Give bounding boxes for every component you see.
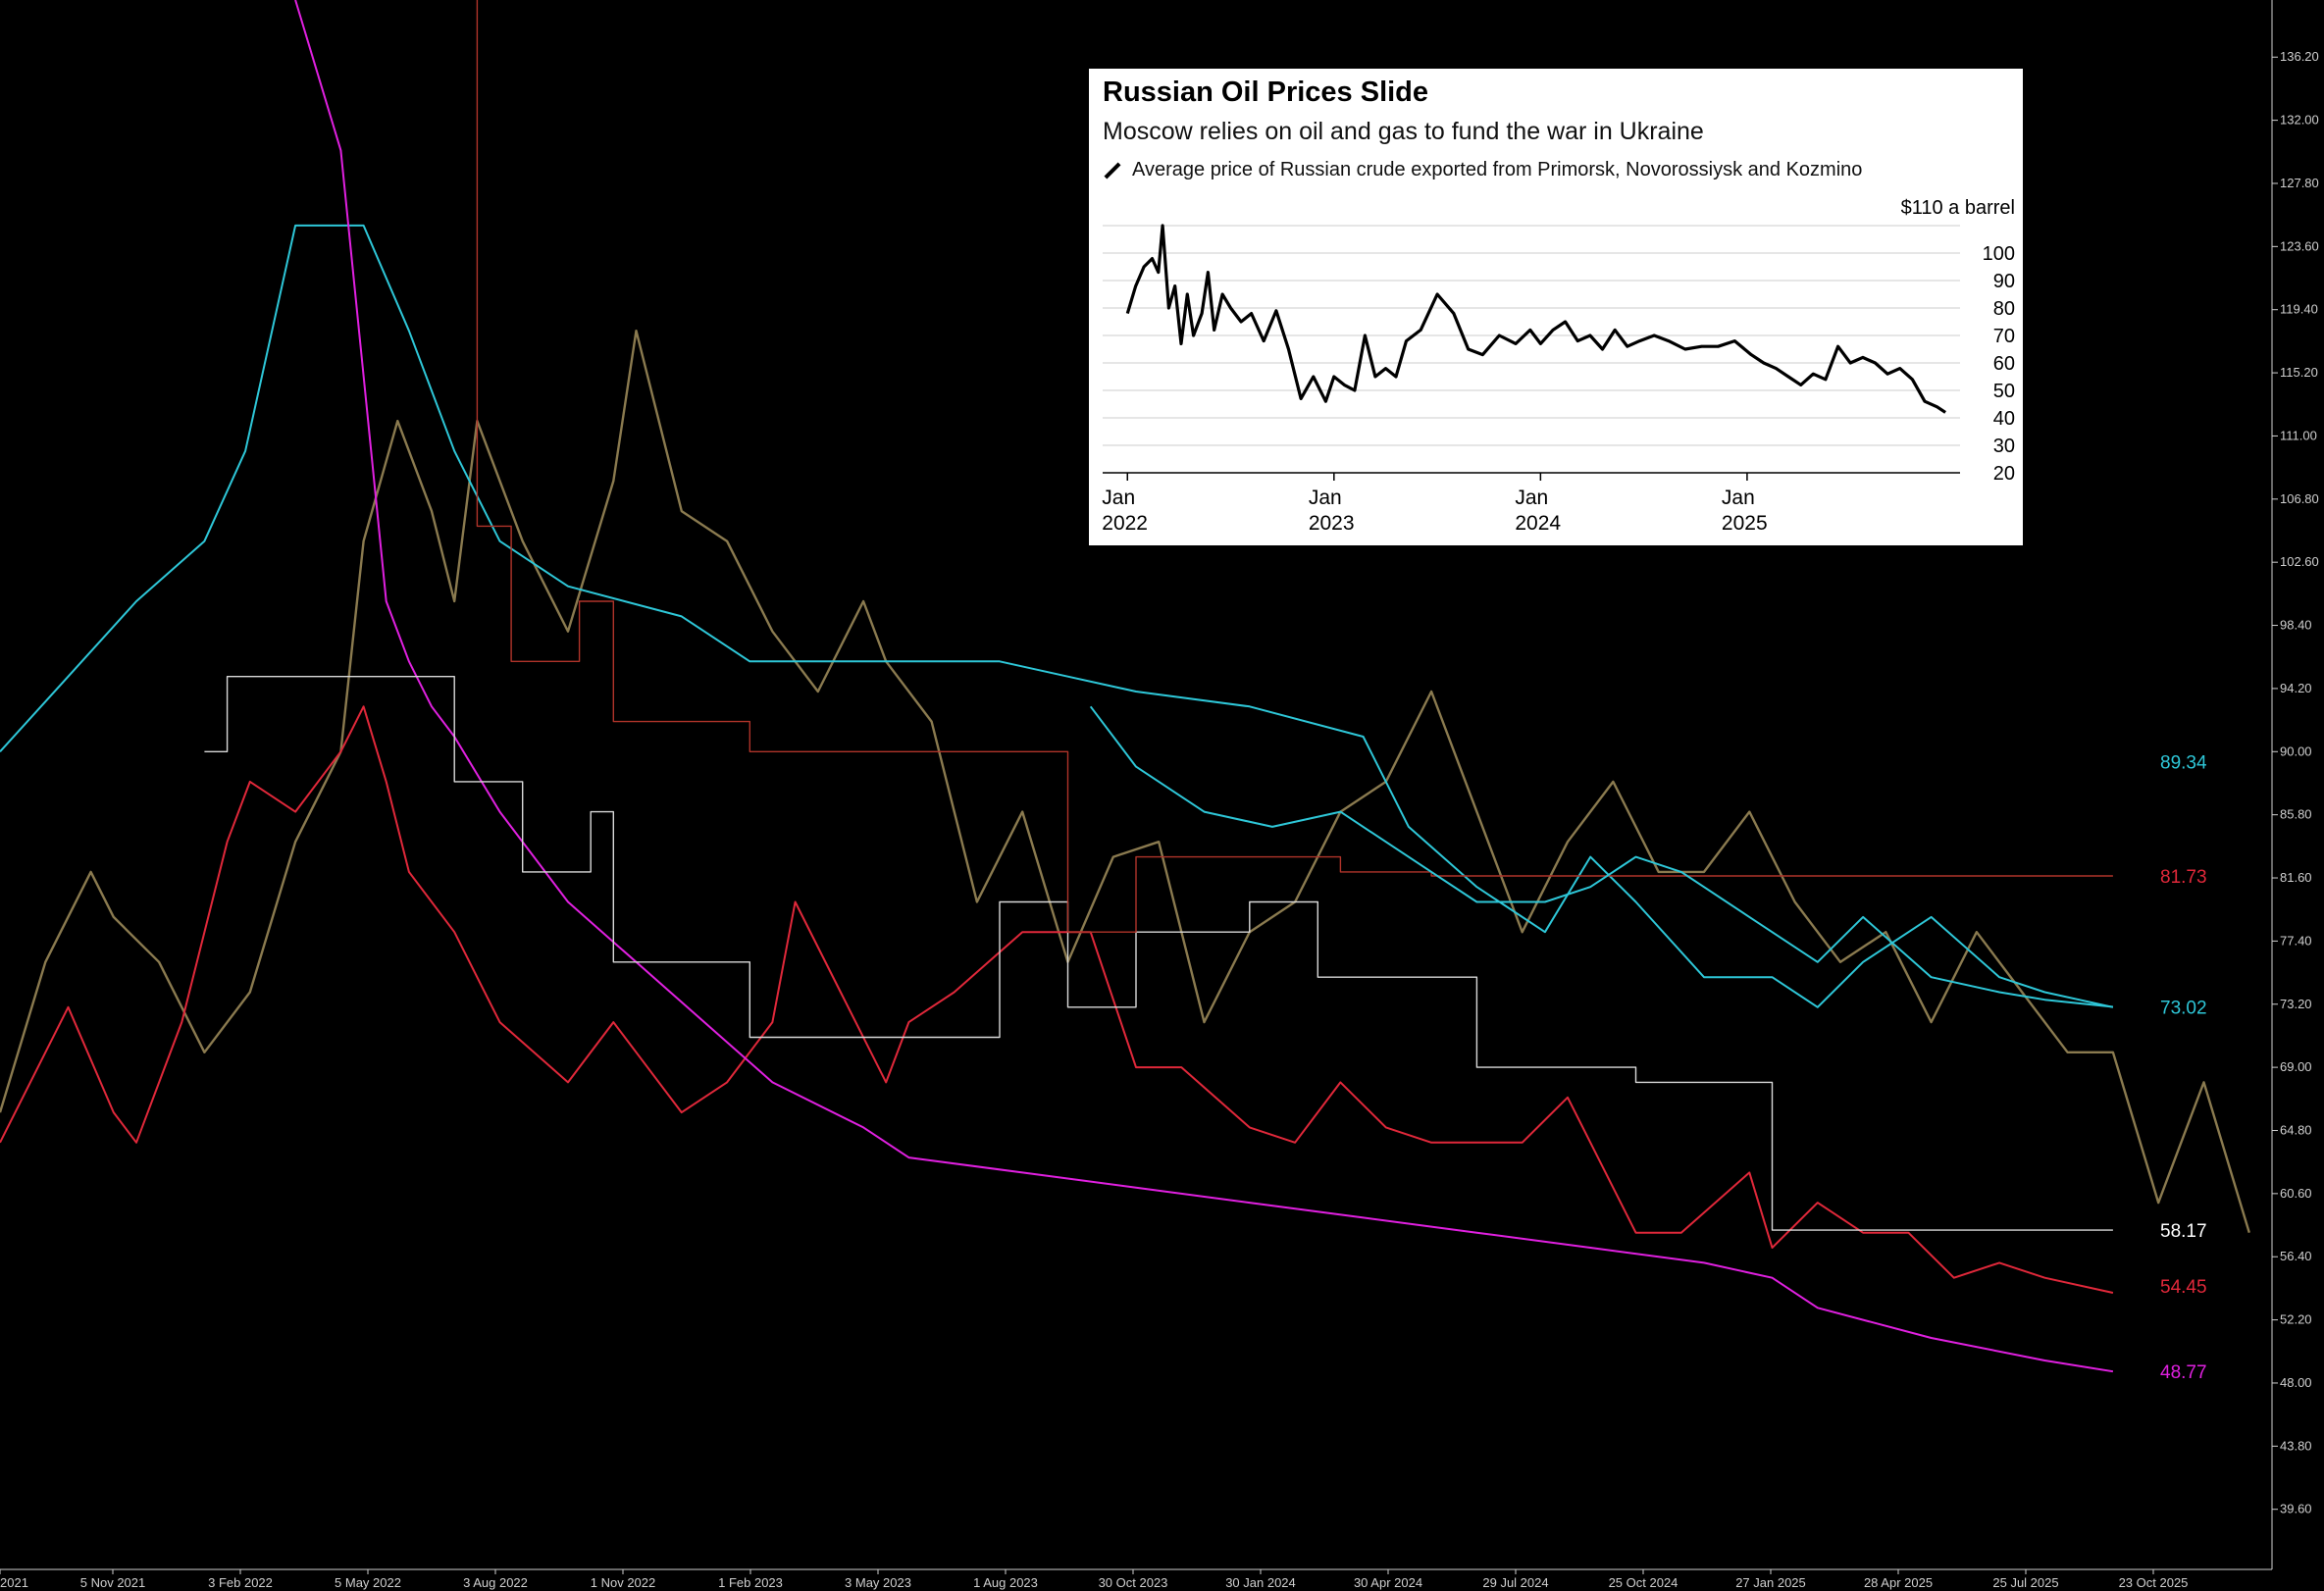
inset-y-tick-label: 20 xyxy=(1993,463,2015,485)
y-tick-label: 115.20 xyxy=(2280,365,2318,380)
x-tick-label: 5 Nov 2021 xyxy=(80,1575,146,1590)
inset-x-tick-year: 2023 xyxy=(1309,512,1355,535)
inset-y-tick-label: 80 xyxy=(1993,298,2015,320)
y-tick-label: 98.40 xyxy=(2280,618,2312,633)
y-tick-label: 56.40 xyxy=(2280,1249,2312,1263)
inset-series-group xyxy=(1125,224,1946,414)
inset-series-line xyxy=(1125,224,1946,414)
y-tick-label: 60.60 xyxy=(2280,1186,2312,1201)
inset-y-tick-label: 60 xyxy=(1993,353,2015,375)
y-tick-label: 39.60 xyxy=(2280,1502,2312,1516)
legend-line-icon xyxy=(1104,162,1121,179)
inset-y-tick-label: 100 xyxy=(1983,243,2015,265)
x-tick-label: 25 Oct 2024 xyxy=(1609,1575,1678,1590)
inset-x-tick-year: 2025 xyxy=(1722,512,1768,535)
x-tick-label: 3 May 2023 xyxy=(845,1575,911,1590)
x-tick-label: 27 Jan 2025 xyxy=(1735,1575,1806,1590)
y-tick-label: 111.00 xyxy=(2280,428,2317,442)
end-label-support: 58.17 xyxy=(2160,1221,2207,1242)
x-tick-label: 3 Feb 2022 xyxy=(208,1575,273,1590)
x-tick-label: 1 Feb 2023 xyxy=(718,1575,783,1590)
y-tick-label: 43.80 xyxy=(2280,1438,2312,1453)
end-label-magenta_band: 48.77 xyxy=(2160,1362,2207,1383)
main-series-group xyxy=(0,0,2250,1373)
inset-y-tick-label: 70 xyxy=(1993,326,2015,347)
inset-chart-svg: 100 90 80 70 60 50 40 30 20 Jan 2022 Jan 2023 Jan 202… xyxy=(1102,197,2015,535)
end-label-resistance: 81.73 xyxy=(2160,867,2207,888)
inset-x-tick-month: Jan xyxy=(1309,487,1342,509)
inset-x-axis: Jan 2022 Jan 2023 Jan 2024 Jan 2025 xyxy=(1102,473,1768,535)
y-tick-label: 64.80 xyxy=(2280,1122,2312,1137)
x-tick-label: 25 Jul 2025 xyxy=(1992,1575,2058,1590)
y-tick-label: 127.80 xyxy=(2280,176,2319,190)
inset-chart-card: 100 90 80 70 60 50 40 30 20 Jan 2022 Jan 2023 Jan 202… xyxy=(1089,69,2023,545)
y-tick-label: 132.00 xyxy=(2280,113,2319,128)
y-tick-label: 85.80 xyxy=(2280,807,2312,822)
inset-subtitle: Moscow relies on oil and gas to fund the… xyxy=(1103,118,1704,145)
y-tick-label: 48.00 xyxy=(2280,1375,2312,1390)
x-tick-label: 3 Aug 2022 xyxy=(463,1575,528,1590)
inset-x-tick-month: Jan xyxy=(1515,487,1548,509)
x-tick-label: 30 Apr 2024 xyxy=(1354,1575,1422,1590)
inset-x-tick-year: 2024 xyxy=(1515,512,1561,535)
inset-legend: Average price of Russian crude exported … xyxy=(1103,159,1862,181)
y-tick-label: 94.20 xyxy=(2280,681,2312,695)
x-tick-label: 5 May 2022 xyxy=(335,1575,401,1590)
inset-y-tick-label: 90 xyxy=(1993,271,2015,292)
inset-legend-label: Average price of Russian crude exported … xyxy=(1132,159,1863,180)
x-tick-label: 23 Oct 2025 xyxy=(2119,1575,2189,1590)
y-tick-label: 90.00 xyxy=(2280,744,2312,758)
y-tick-label: 123.60 xyxy=(2280,238,2319,253)
y-tick-label: 52.20 xyxy=(2280,1312,2312,1327)
inset-gridlines: 100 90 80 70 60 50 40 30 20 xyxy=(1103,225,2015,485)
x-tick-label: 2021 xyxy=(0,1575,28,1590)
end-label-upper_band_2: 73.02 xyxy=(2160,999,2207,1019)
x-tick-label: 29 Jul 2024 xyxy=(1482,1575,1548,1590)
series-red_band xyxy=(0,705,2114,1294)
inset-y-tick-label: 50 xyxy=(1993,381,2015,402)
y-tick-label: 136.20 xyxy=(2280,49,2319,64)
inset-title: Russian Oil Prices Slide xyxy=(1103,77,1429,108)
series-upper_band_2 xyxy=(1089,705,2114,1008)
x-tick-label: 30 Jan 2024 xyxy=(1225,1575,1296,1590)
inset-x-tick-month: Jan xyxy=(1102,487,1135,509)
inset-y-tick-label: 40 xyxy=(1993,408,2015,430)
y-tick-label: 102.60 xyxy=(2280,554,2319,569)
x-tick-label: 1 Nov 2022 xyxy=(591,1575,656,1590)
x-tick-label: 30 Oct 2023 xyxy=(1099,1575,1168,1590)
inset-unit-label: $110 a barrel xyxy=(1901,197,2015,219)
end-value-labels: 89.34 81.73 73.02 58.17 54.45 48.77 xyxy=(2160,752,2207,1383)
series-resistance xyxy=(476,0,2113,933)
end-label-red_band: 54.45 xyxy=(2160,1277,2207,1298)
y-tick-label: 119.40 xyxy=(2280,302,2318,317)
inset-x-tick-year: 2022 xyxy=(1102,512,1148,535)
end-label-upper_band: 89.34 xyxy=(2160,752,2207,773)
x-tick-label: 28 Apr 2025 xyxy=(1864,1575,1933,1590)
y-tick-label: 81.60 xyxy=(2280,870,2312,885)
y-axis-ticks: 136.20 132.00 127.80 123.60 119.40 115.20 111.… xyxy=(2272,49,2319,1516)
x-tick-label: 1 Aug 2023 xyxy=(973,1575,1038,1590)
x-axis-ticks: 2021 5 Nov 2021 3 Feb 2022 5 May 2022 3 Aug … xyxy=(0,1569,2188,1590)
series-magenta_band xyxy=(294,0,2114,1373)
y-tick-label: 77.40 xyxy=(2280,933,2312,948)
inset-y-tick-label: 30 xyxy=(1993,436,2015,457)
series-price xyxy=(0,330,2250,1234)
y-tick-label: 73.20 xyxy=(2280,997,2312,1011)
series-support xyxy=(204,676,2113,1231)
series-upper_band xyxy=(0,224,2114,1008)
y-tick-label: 69.00 xyxy=(2280,1059,2312,1074)
inset-x-tick-month: Jan xyxy=(1722,487,1755,509)
y-tick-label: 106.80 xyxy=(2280,491,2319,506)
